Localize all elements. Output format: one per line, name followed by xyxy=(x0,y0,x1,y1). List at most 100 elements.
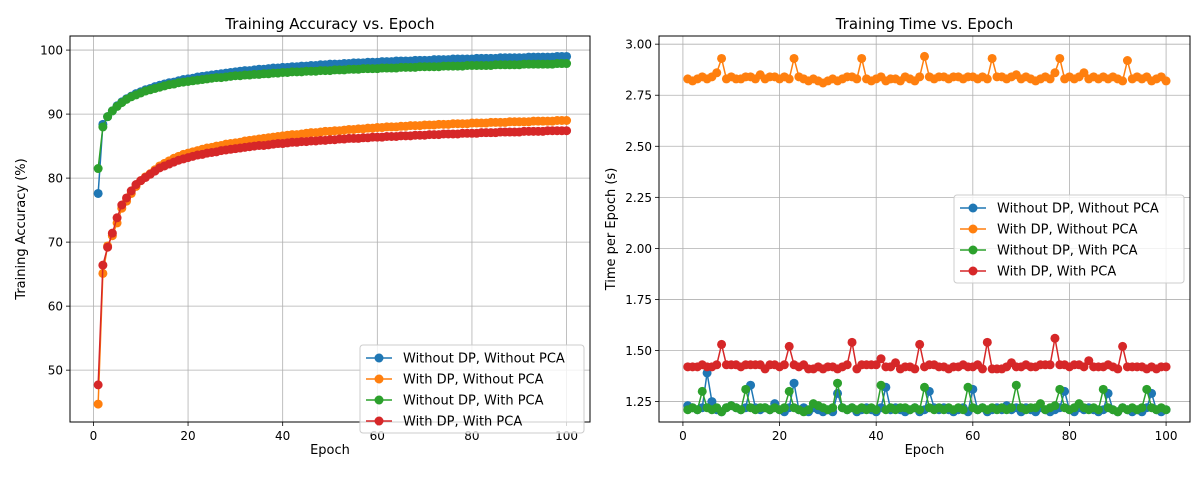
accuracy-y-tick-label: 100 xyxy=(40,44,63,58)
accuracy-data-point xyxy=(562,59,572,69)
accuracy-data-point xyxy=(117,200,127,210)
accuracy-data-point xyxy=(93,188,103,198)
time-data-point xyxy=(1098,384,1108,394)
accuracy-y-tick-label: 60 xyxy=(48,300,63,314)
time-data-point xyxy=(833,378,843,388)
time-legend-swatch-marker xyxy=(968,245,978,255)
accuracy-legend-swatch-marker xyxy=(374,395,384,405)
time-data-point xyxy=(779,403,789,413)
accuracy-data-point xyxy=(93,380,103,390)
time-x-tick-label: 60 xyxy=(965,429,980,443)
accuracy-data-point xyxy=(112,213,122,223)
time-data-point xyxy=(982,337,992,347)
time-data-point xyxy=(1118,76,1128,86)
time-data-point xyxy=(987,53,997,63)
time-data-point xyxy=(857,53,867,63)
time-data-point xyxy=(915,72,925,82)
time-data-point xyxy=(741,384,751,394)
accuracy-y-ticks: 50 60 70 80 90 100 xyxy=(40,44,70,378)
accuracy-legend-label: With DP, Without PCA xyxy=(403,373,544,388)
accuracy-data-point xyxy=(562,51,572,61)
accuracy-y-tick-label: 70 xyxy=(48,236,63,250)
time-y-tick-label: 1.50 xyxy=(625,344,652,358)
time-x-axis-label: Epoch xyxy=(905,443,945,458)
time-data-point xyxy=(1011,380,1021,390)
time-legend-swatch-marker xyxy=(968,203,978,213)
time-data-point xyxy=(1142,384,1152,394)
time-legend-label: With DP, Without PCA xyxy=(997,223,1138,238)
time-data-point xyxy=(1050,333,1060,343)
time-data-point xyxy=(712,68,722,78)
time-data-point xyxy=(1006,403,1016,413)
time-data-point xyxy=(1093,405,1103,415)
time-x-ticks: 0 20 40 60 80 100 xyxy=(679,422,1178,443)
time-data-point xyxy=(697,386,707,396)
time-x-tick-label: 40 xyxy=(869,429,884,443)
time-data-point xyxy=(784,74,794,84)
time-data-point xyxy=(784,386,794,396)
accuracy-series-3 xyxy=(93,126,572,390)
time-series-1 xyxy=(683,51,1171,88)
time-legend-swatch-marker xyxy=(968,224,978,234)
accuracy-data-point xyxy=(107,228,117,238)
time-data-point xyxy=(1161,362,1171,372)
time-legend-label: With DP, With PCA xyxy=(997,265,1116,280)
time-data-point xyxy=(977,364,987,374)
time-legend-box xyxy=(953,194,1185,284)
time-chart-title: Training Time vs. Epoch xyxy=(835,15,1014,33)
accuracy-legend-item-3: With DP, With PCA xyxy=(366,415,522,430)
time-data-point xyxy=(1050,401,1060,411)
time-data-point xyxy=(1045,74,1055,84)
time-data-point xyxy=(871,405,881,415)
time-data-point xyxy=(1055,384,1065,394)
time-y-tick-label: 2.25 xyxy=(625,191,652,205)
accuracy-legend-swatch-marker xyxy=(374,353,384,363)
time-data-point xyxy=(804,405,814,415)
time-y-tick-label: 1.75 xyxy=(625,293,652,307)
time-series-3 xyxy=(683,333,1171,374)
time-data-point xyxy=(717,339,727,349)
time-data-point xyxy=(982,74,992,84)
time-legend-item-3: With DP, With PCA xyxy=(960,265,1116,280)
time-data-point xyxy=(707,397,717,407)
time-data-point xyxy=(963,382,973,392)
accuracy-y-tick-label: 90 xyxy=(48,108,63,122)
time-data-point xyxy=(1035,399,1045,409)
time-legend-label: Without DP, Without PCA xyxy=(997,202,1159,217)
accuracy-x-axis-label: Epoch xyxy=(310,443,350,458)
accuracy-legend-item-0: Without DP, Without PCA xyxy=(366,352,565,367)
accuracy-plot-frame xyxy=(69,35,591,423)
accuracy-legend-item-1: With DP, Without PCA xyxy=(366,373,544,388)
time-data-point xyxy=(842,360,852,370)
time-data-point xyxy=(1079,362,1089,372)
accuracy-x-tick-label: 0 xyxy=(90,429,98,443)
time-y-tick-label: 3.00 xyxy=(625,38,652,52)
accuracy-legend-box xyxy=(359,344,585,434)
time-data-point xyxy=(891,358,901,368)
accuracy-gridlines xyxy=(70,36,590,422)
time-data-point xyxy=(1137,403,1147,413)
time-chart: Training Time vs. Epoch 0 20 40 60 80 100 1.2… xyxy=(604,15,1191,458)
accuracy-chart-title: Training Accuracy vs. Epoch xyxy=(224,15,434,33)
accuracy-legend-swatch-marker xyxy=(374,416,384,426)
accuracy-data-point xyxy=(103,242,113,252)
time-data-point xyxy=(736,405,746,415)
accuracy-data-point xyxy=(562,116,572,125)
accuracy-data-point xyxy=(98,122,108,132)
accuracy-legend-swatch-marker xyxy=(374,374,384,384)
time-data-point xyxy=(1050,68,1060,78)
time-data-point xyxy=(920,382,929,392)
accuracy-legend-item-2: Without DP, With PCA xyxy=(366,394,544,409)
time-plot-frame xyxy=(658,35,1191,423)
time-legend-label: Without DP, With PCA xyxy=(997,244,1138,259)
time-data-point xyxy=(789,53,799,63)
accuracy-y-tick-label: 50 xyxy=(48,364,63,378)
time-x-tick-label: 100 xyxy=(1155,429,1178,443)
time-x-tick-label: 0 xyxy=(679,429,687,443)
accuracy-data-point xyxy=(93,164,103,174)
time-data-point xyxy=(920,51,929,61)
time-legend-item-0: Without DP, Without PCA xyxy=(960,202,1159,217)
accuracy-legend-label: Without DP, Without PCA xyxy=(403,352,565,367)
time-y-tick-label: 2.75 xyxy=(625,89,652,103)
